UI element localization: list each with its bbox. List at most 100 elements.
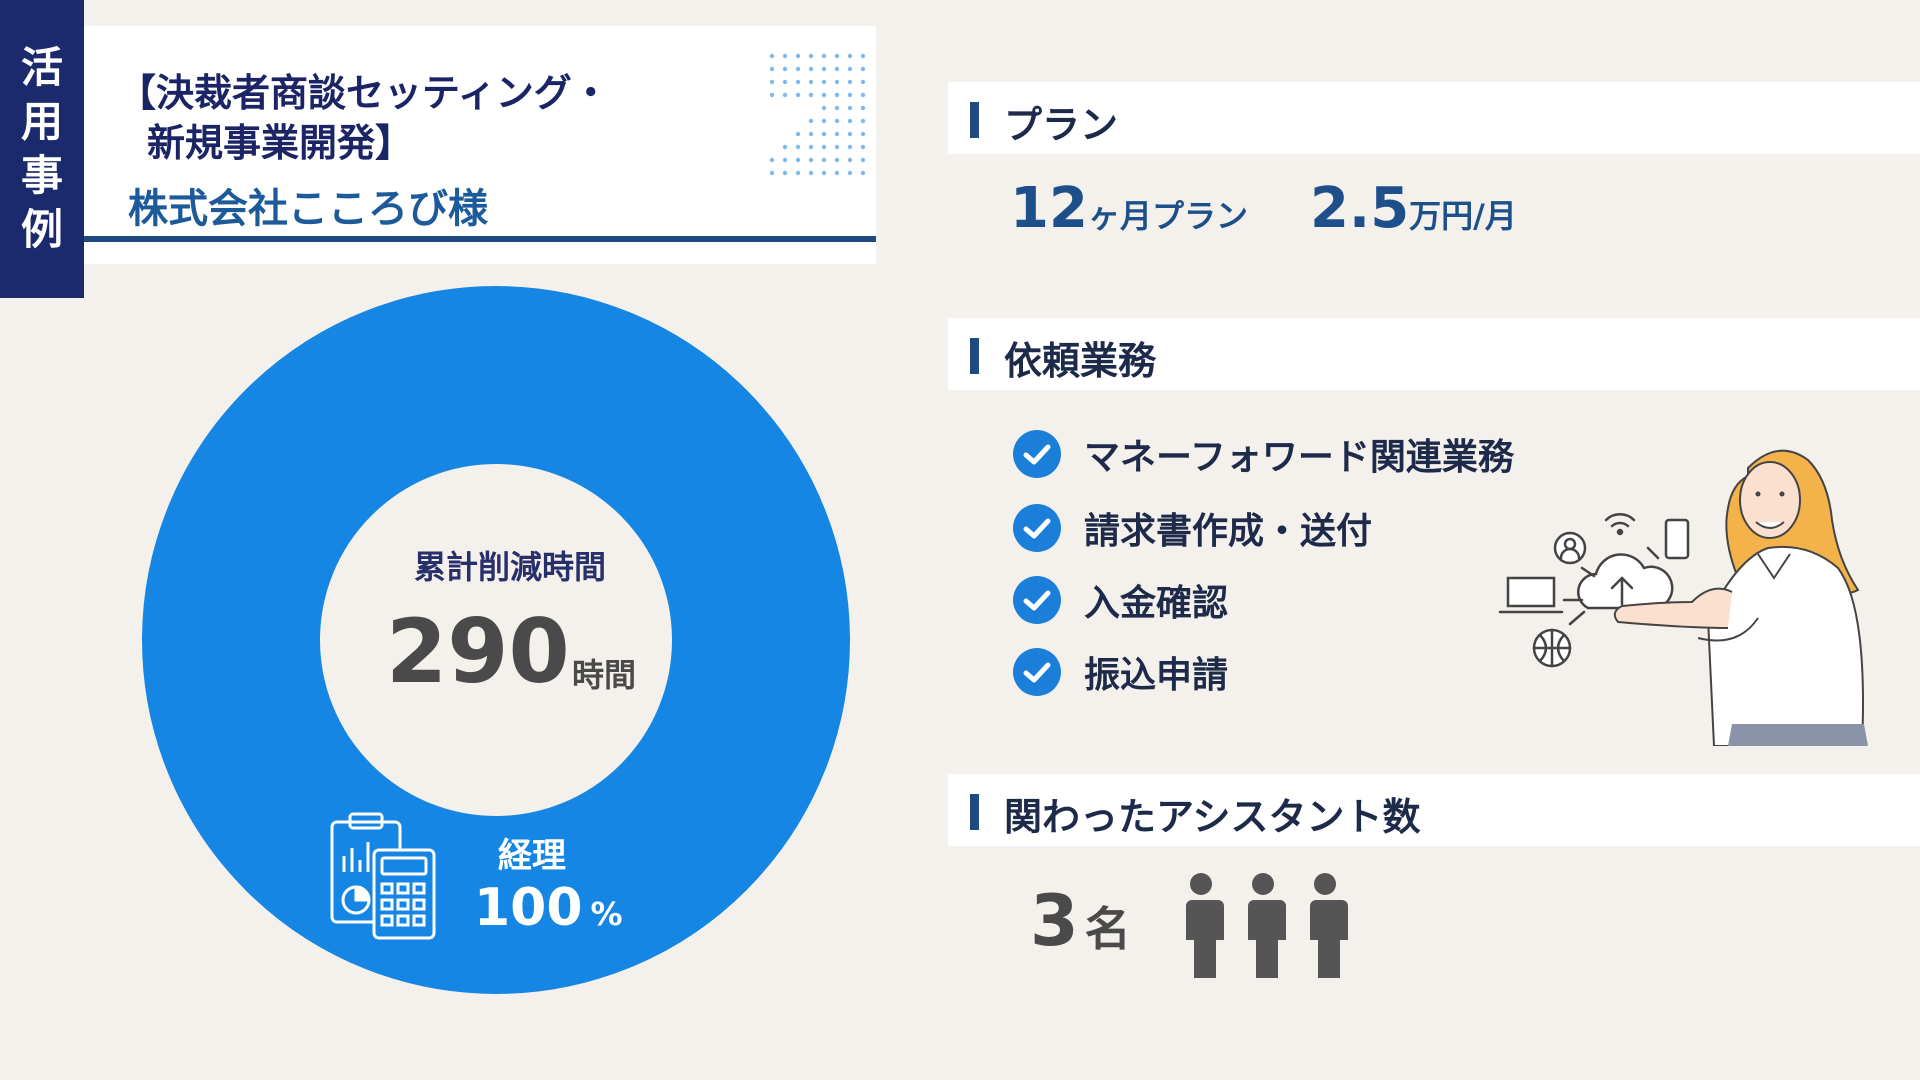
pattern-dot xyxy=(860,118,866,124)
pattern-dot xyxy=(808,157,814,163)
pattern-dot xyxy=(769,79,775,85)
assistant-count-value: 3 xyxy=(1030,880,1079,962)
pattern-dot xyxy=(795,144,801,150)
total-hours-unit: 時間 xyxy=(572,656,637,694)
pattern-dot xyxy=(821,170,827,176)
pattern-dot xyxy=(782,66,788,72)
pattern-dot xyxy=(808,53,814,59)
pattern-dot xyxy=(795,53,801,59)
pattern-dot xyxy=(834,92,840,98)
pattern-dot xyxy=(782,53,788,59)
tag-char: 事 xyxy=(20,151,63,200)
pattern-dot xyxy=(795,92,801,98)
pattern-dot xyxy=(847,92,853,98)
pattern-dot xyxy=(834,53,840,59)
pattern-dot xyxy=(847,131,853,137)
pattern-dot xyxy=(769,92,775,98)
check-circle-icon xyxy=(1013,648,1061,696)
task-text: マネーフォワード関連業務 xyxy=(1084,437,1514,478)
pattern-dot xyxy=(860,53,866,59)
pattern-dot xyxy=(782,92,788,98)
task-item: マネーフォワード関連業務 xyxy=(1012,428,1514,480)
tag-char: 活 xyxy=(20,43,63,92)
pattern-dot xyxy=(834,131,840,137)
title-line-2: 新規事業開発】 xyxy=(147,121,414,165)
pattern-dot xyxy=(821,118,827,124)
task-item: 入金確認 xyxy=(1012,574,1228,626)
pattern-dot xyxy=(847,105,853,111)
pattern-dot xyxy=(821,144,827,150)
pattern-dot xyxy=(821,157,827,163)
pattern-dot xyxy=(834,79,840,85)
pattern-dot xyxy=(847,144,853,150)
pattern-dot xyxy=(808,92,814,98)
pattern-dot xyxy=(808,131,814,137)
company-name: 株式会社こころび様 xyxy=(128,186,488,232)
pattern-dot xyxy=(808,170,814,176)
pattern-dot xyxy=(782,144,788,150)
pattern-dot xyxy=(782,79,788,85)
pattern-dot xyxy=(834,118,840,124)
plan-section-header: プラン xyxy=(948,82,1920,154)
tasks-section-header: 依頼業務 xyxy=(948,318,1920,390)
tag-char: 用 xyxy=(20,97,63,146)
pattern-dot xyxy=(769,66,775,72)
pattern-dot xyxy=(834,170,840,176)
pattern-dot xyxy=(860,131,866,137)
pattern-dot xyxy=(795,170,801,176)
pattern-dot xyxy=(834,66,840,72)
assistants-header: 関わったアシスタント数 xyxy=(1004,795,1421,839)
pattern-dot xyxy=(860,92,866,98)
donut-chart xyxy=(142,286,850,994)
segment-unit: % xyxy=(590,895,623,933)
pattern-dot xyxy=(860,144,866,150)
assistants-section-header: 関わったアシスタント数 xyxy=(948,774,1920,846)
assistant-count-unit: 名 xyxy=(1084,902,1131,956)
pattern-dot xyxy=(782,170,788,176)
title-card: 【決裁者商談セッティング・ 新規事業開発】 株式会社こころび様 xyxy=(84,26,876,264)
pattern-dot xyxy=(860,105,866,111)
donut-segment-0 xyxy=(142,286,850,994)
pattern-dot xyxy=(821,66,827,72)
pattern-dot xyxy=(782,157,788,163)
person-icon xyxy=(1308,873,1348,978)
plan-months-unit: ヶ月プラン xyxy=(1087,197,1248,235)
pattern-dot xyxy=(847,53,853,59)
pattern-dot xyxy=(769,157,775,163)
plan-details: 12ヶ月プラン 2.5万円/月 xyxy=(1010,176,1517,241)
pattern-dot xyxy=(860,170,866,176)
section-marker xyxy=(970,794,979,830)
task-text: 入金確認 xyxy=(1084,583,1229,624)
title-underline xyxy=(84,236,876,242)
pattern-dot xyxy=(808,144,814,150)
segment-value: 100 xyxy=(474,878,583,938)
pattern-dot xyxy=(795,157,801,163)
pattern-dot xyxy=(821,92,827,98)
segment-label: 経理 xyxy=(498,836,566,876)
woman-presenting-cloud-illustration xyxy=(1498,449,1868,746)
pattern-dot xyxy=(769,170,775,176)
pattern-dot xyxy=(821,105,827,111)
check-circle-icon xyxy=(1013,430,1061,478)
category-tag: 活 用 事 例 xyxy=(0,0,84,298)
section-marker xyxy=(970,338,979,374)
segment-value-group: 100% xyxy=(474,878,623,938)
pattern-dot xyxy=(860,79,866,85)
check-circle-icon xyxy=(1013,576,1061,624)
pattern-dot xyxy=(834,144,840,150)
pattern-dot xyxy=(795,131,801,137)
pattern-dot xyxy=(808,118,814,124)
total-hours-value: 290 xyxy=(386,600,570,703)
check-circle-icon xyxy=(1013,504,1061,552)
dot-pattern-decoration xyxy=(769,53,866,176)
pattern-dot xyxy=(847,157,853,163)
pattern-dot xyxy=(847,79,853,85)
pattern-dot xyxy=(821,131,827,137)
pattern-dot xyxy=(821,79,827,85)
tasks-header: 依頼業務 xyxy=(1004,339,1157,383)
pattern-dot xyxy=(847,170,853,176)
pattern-dot xyxy=(834,157,840,163)
pattern-dot xyxy=(795,66,801,72)
chart-caption: 累計削減時間 xyxy=(413,548,606,586)
